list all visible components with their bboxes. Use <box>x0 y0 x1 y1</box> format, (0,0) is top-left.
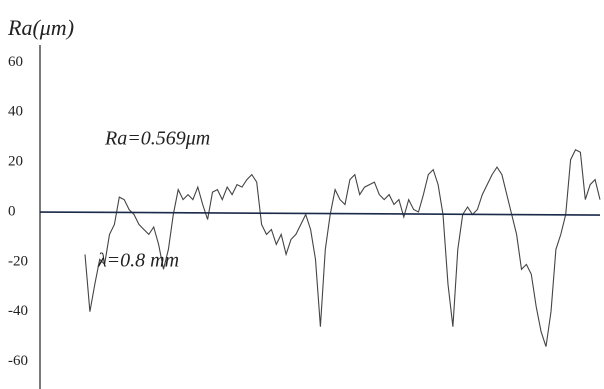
y-tick-label: 20 <box>8 154 23 170</box>
y-tick-label: -40 <box>8 303 28 319</box>
y-tick-label: 60 <box>8 54 23 70</box>
chart-title: Ra(μm) <box>7 15 74 40</box>
y-tick-label: 0 <box>8 203 16 219</box>
annotation: λ=0.8 mm <box>97 250 179 272</box>
y-tick-label: -20 <box>8 253 28 269</box>
y-tick-label: -60 <box>8 353 28 369</box>
annotation: Ra=0.569μm <box>104 128 210 150</box>
profile-line <box>84 148 601 347</box>
zero-line <box>39 211 601 216</box>
y-tick-label: 40 <box>8 104 23 120</box>
